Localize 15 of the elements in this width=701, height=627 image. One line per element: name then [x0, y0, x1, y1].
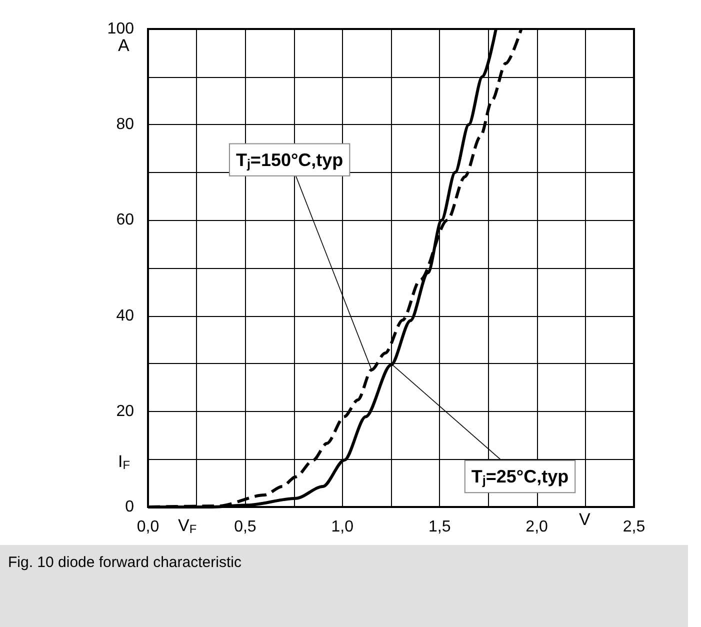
text: V — [579, 510, 591, 529]
x-tick-label: 0,0 — [136, 518, 160, 536]
x-tick-label: 2,5 — [622, 518, 646, 536]
y-tick-label: 80 — [116, 116, 134, 134]
text: A — [118, 36, 130, 55]
x-tick-label: 0,5 — [234, 518, 256, 536]
y-tick-label: 100 — [107, 20, 134, 38]
y-tick-label: 20 — [116, 402, 134, 420]
x-tick-label: 1,0 — [331, 518, 354, 536]
x-tick-label: 2,0 — [526, 518, 548, 536]
y-tick-label: 60 — [116, 212, 134, 229]
x-tick-label: 1,5 — [428, 518, 451, 536]
y-tick-label: 40 — [116, 307, 134, 324]
text: Fig. 10 diode forward characteristic — [8, 554, 242, 571]
y-tick-label: 0 — [125, 498, 134, 516]
